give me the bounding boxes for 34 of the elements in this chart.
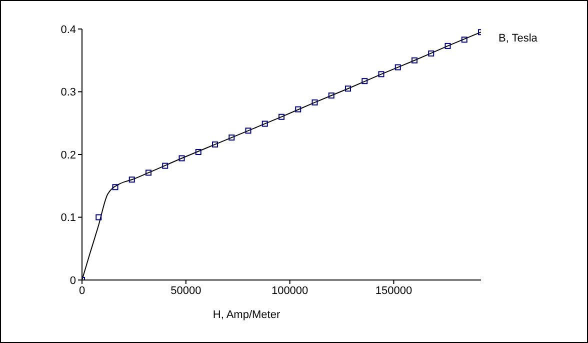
x-tick-label: 50000 bbox=[170, 284, 202, 297]
y-tick-label: 0.2 bbox=[60, 149, 76, 162]
point bbox=[178, 155, 185, 162]
point bbox=[378, 71, 384, 78]
point bbox=[112, 184, 118, 190]
point bbox=[328, 92, 334, 99]
point bbox=[461, 36, 468, 43]
point bbox=[162, 162, 168, 169]
y-tick-label: 0.1 bbox=[60, 212, 76, 224]
point bbox=[444, 42, 451, 49]
point bbox=[412, 57, 418, 64]
y-tick-label: 0.4 bbox=[60, 24, 76, 36]
point bbox=[262, 120, 268, 127]
point bbox=[312, 99, 318, 106]
x-tick-label: 0 bbox=[78, 284, 86, 297]
x-axis-title: H, Amp/Meter bbox=[212, 309, 280, 321]
point bbox=[195, 148, 202, 155]
series-label: B, Tesla bbox=[498, 32, 538, 45]
point bbox=[278, 114, 284, 120]
point bbox=[245, 128, 252, 134]
point bbox=[228, 134, 235, 141]
point bbox=[212, 141, 218, 148]
x-tick-label: 100000 bbox=[271, 284, 308, 297]
point bbox=[345, 86, 351, 92]
point bbox=[428, 50, 434, 56]
point bbox=[146, 170, 152, 176]
point bbox=[362, 78, 368, 84]
y-tick-label: 0.3 bbox=[60, 86, 76, 99]
y-tick-label: 0 bbox=[70, 274, 76, 287]
point bbox=[128, 176, 135, 183]
point bbox=[295, 106, 302, 112]
point bbox=[96, 214, 102, 220]
point bbox=[394, 64, 401, 70]
x-tick-label: 150000 bbox=[375, 284, 412, 297]
